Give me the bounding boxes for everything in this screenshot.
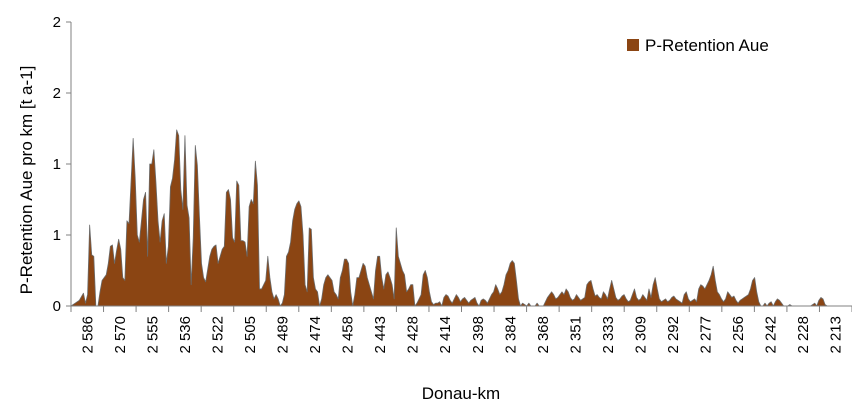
- x-tick-label: 2 555: [144, 316, 161, 354]
- legend: P-Retention Aue: [627, 36, 769, 55]
- plot-area: [70, 129, 852, 307]
- x-tick-label: 2 277: [698, 316, 715, 354]
- x-tick-label: 2 443: [372, 316, 389, 354]
- y-tick-label: 2: [53, 14, 61, 31]
- x-tick-label: 2 414: [437, 316, 454, 354]
- x-tick-label: 2 228: [795, 316, 812, 354]
- x-tick-label: 2 398: [470, 316, 487, 354]
- x-tick-label: 2 309: [632, 316, 649, 354]
- y-tick-label: 1: [53, 156, 61, 173]
- y-tick-label: 2: [53, 85, 61, 102]
- x-tick-label: 2 570: [112, 316, 129, 354]
- area-series-0: [70, 129, 852, 307]
- x-tick-label: 2 256: [730, 316, 747, 354]
- x-tick-label: 2 384: [502, 316, 519, 354]
- x-tick-label: 2 458: [340, 316, 357, 354]
- x-axis: 2 586 2 570 2 555 2 536 2 522 2 505 2 489 2 474…: [70, 305, 852, 354]
- y-tick-label: 0: [53, 298, 61, 315]
- x-tick-label: 2 474: [307, 316, 324, 354]
- x-tick-label: 2 351: [567, 316, 584, 354]
- legend-label: P-Retention Aue: [645, 36, 769, 55]
- x-tick-label: 2 522: [209, 316, 226, 354]
- x-tick-label: 2 536: [177, 316, 194, 354]
- x-tick-label: 2 586: [79, 316, 96, 354]
- x-tick-label: 2 292: [665, 316, 682, 354]
- x-tick-label: 2 428: [405, 316, 422, 354]
- y-tick-label: 1: [53, 227, 61, 244]
- x-tick-label: 2 242: [763, 316, 780, 354]
- x-tick-label: 2 213: [828, 316, 845, 354]
- x-tick-label: 2 368: [535, 316, 552, 354]
- x-tick-label: 2 489: [275, 316, 292, 354]
- y-axis: 0 1 1 2 2: [53, 14, 72, 315]
- y-axis-title: P-Retention Aue pro km [t a-1]: [17, 66, 36, 295]
- x-tick-label: 2 505: [242, 316, 259, 354]
- legend-swatch: [627, 39, 639, 51]
- x-tick-label: 2 333: [600, 316, 617, 354]
- x-axis-title: Donau-km: [422, 384, 500, 403]
